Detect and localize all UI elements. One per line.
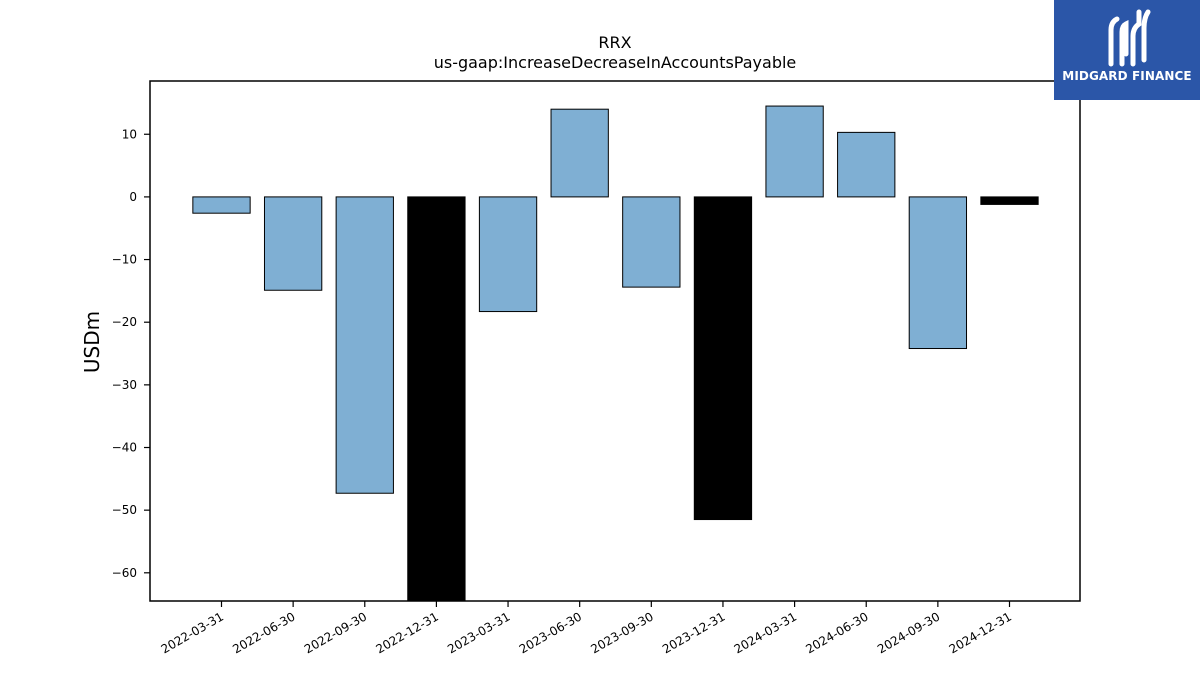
y-tick-label: −60: [112, 566, 137, 580]
y-tick-label: −10: [112, 253, 137, 267]
y-tick-label: 0: [129, 190, 137, 204]
x-tick-label: 2023-06-30: [517, 609, 584, 656]
chart-subtitle: us-gaap:IncreaseDecreaseInAccountsPayabl…: [434, 53, 797, 72]
chart-title: RRX: [598, 33, 631, 52]
bar-2024-12-31: [980, 196, 1039, 205]
x-tick-label: 2023-09-30: [588, 609, 655, 656]
bar-2023-12-31: [693, 196, 753, 521]
y-tick-label: −50: [112, 503, 137, 517]
bar-2024-06-30: [837, 131, 896, 198]
bar-2022-06-30: [263, 196, 323, 291]
x-tick-label: 2024-06-30: [803, 609, 870, 656]
bar-2023-03-31: [478, 196, 538, 313]
x-tick-label: 2022-06-30: [230, 609, 297, 656]
midgard-finance-logo: MIDGARD FINANCE: [1054, 0, 1200, 100]
y-tick-label: −20: [112, 315, 137, 329]
x-tick-label: 2024-09-30: [875, 609, 942, 656]
bar-2023-09-30: [622, 196, 681, 288]
logo-text: MIDGARD FINANCE: [1062, 69, 1192, 83]
bar-2022-12-31: [407, 196, 466, 602]
x-tick-label: 2024-12-31: [947, 609, 1014, 656]
bar-2022-03-31: [192, 196, 251, 214]
x-tick-label: 2022-03-31: [159, 609, 226, 656]
y-tick-label: 10: [122, 127, 137, 141]
bar-2024-09-30: [908, 196, 968, 350]
y-tick-label: −40: [112, 441, 137, 455]
x-axis: 2022-03-31 2022-06-30 2022-09-30 2022-12-31…: [159, 601, 1014, 656]
bar-2024-03-31: [765, 105, 824, 198]
bar-2022-09-30: [335, 196, 394, 494]
x-tick-label: 2022-09-30: [302, 609, 369, 656]
plot-frame: [149, 80, 1081, 602]
x-tick-label: 2024-03-31: [732, 609, 799, 656]
x-tick-label: 2022-12-31: [374, 609, 441, 656]
y-axis: 10 0 −10 −20 −30 −40 −50 −60: [112, 127, 150, 580]
x-tick-label: 2023-03-31: [445, 609, 512, 656]
y-tick-label: −30: [112, 378, 137, 392]
bars-group: [192, 105, 1039, 602]
y-axis-label: USDm: [80, 311, 104, 373]
x-tick-label: 2023-12-31: [660, 609, 727, 656]
bar-2023-06-30: [550, 108, 609, 198]
midgard-logo-icon: [1108, 9, 1151, 67]
